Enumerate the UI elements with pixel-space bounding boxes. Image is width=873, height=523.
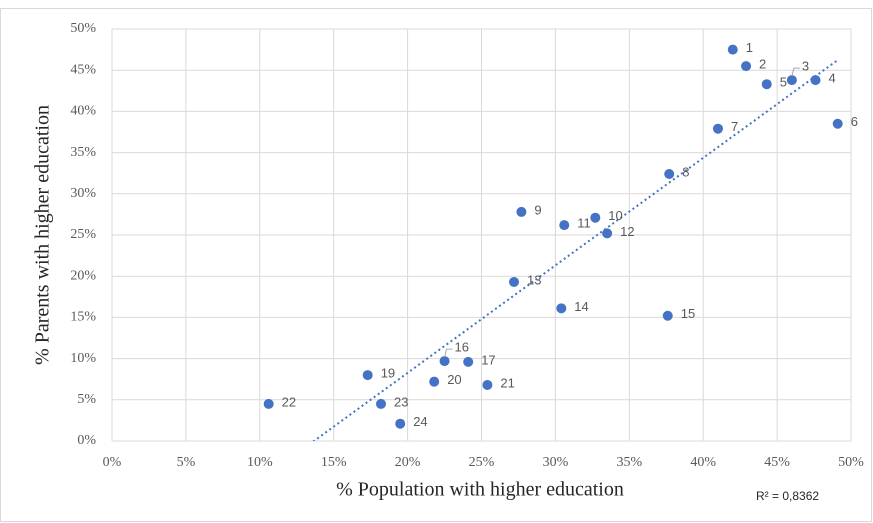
point: [375, 398, 386, 409]
y-tick-label: 40%: [70, 104, 96, 119]
x-tick-label: 50%: [838, 455, 864, 470]
x-tick-label: 0%: [103, 455, 122, 470]
point-label: 5: [780, 75, 787, 90]
x-tick-label: 25%: [469, 455, 495, 470]
point: [712, 123, 723, 134]
point-label: 2: [759, 57, 766, 72]
chart-border: [0, 8, 872, 522]
y-tick-label: 45%: [70, 62, 96, 77]
x-tick-label: 35%: [616, 455, 642, 470]
x-tick-label: 15%: [321, 455, 347, 470]
y-tick-label: 25%: [70, 227, 96, 242]
x-tick-label: 10%: [247, 455, 273, 470]
point: [463, 356, 474, 367]
point: [662, 310, 673, 321]
point: [559, 220, 570, 231]
point: [556, 303, 567, 314]
leader-line: [791, 67, 800, 77]
point: [832, 118, 843, 129]
point-label: 9: [534, 202, 541, 217]
y-tick-label: 0%: [77, 433, 96, 448]
point: [439, 356, 450, 367]
y-tick-label: 30%: [70, 186, 96, 201]
point-label: 13: [527, 272, 541, 287]
point-label: 23: [394, 394, 408, 409]
point: [727, 44, 738, 55]
point: [395, 418, 406, 429]
point: [263, 398, 274, 409]
point: [590, 212, 601, 223]
y-tick-label: 5%: [77, 392, 96, 407]
point: [810, 75, 821, 86]
point: [602, 228, 613, 239]
point-label: 20: [447, 372, 461, 387]
r-squared: R² = 0,8362: [756, 489, 819, 503]
point-label: 22: [282, 394, 296, 409]
point: [741, 61, 752, 72]
point-label: 19: [381, 366, 395, 381]
point: [509, 276, 520, 287]
point-label: 21: [500, 375, 514, 390]
y-tick-label: 50%: [70, 21, 96, 36]
point-label: 14: [574, 299, 588, 314]
point: [482, 379, 493, 390]
point-label: 7: [731, 119, 738, 134]
x-tick-label: 40%: [690, 455, 716, 470]
point: [362, 370, 373, 381]
y-tick-label: 15%: [70, 310, 96, 325]
x-tick-label: 30%: [543, 455, 569, 470]
point-label: 8: [682, 164, 689, 179]
point-label: 1: [746, 40, 753, 55]
point-label: 12: [620, 224, 634, 239]
trendline: [312, 59, 839, 441]
x-tick-label: 5%: [177, 455, 196, 470]
point: [516, 206, 527, 217]
point: [664, 169, 675, 180]
point-label: 11: [577, 216, 591, 231]
point: [761, 79, 772, 90]
point-label: 24: [413, 414, 427, 429]
point-label: 3: [802, 59, 809, 74]
x-axis-title: % Population with higher education: [336, 479, 624, 501]
y-tick-label: 10%: [70, 351, 96, 366]
y-tick-label: 35%: [70, 145, 96, 160]
y-tick-label: 20%: [70, 268, 96, 283]
x-tick-label: 20%: [395, 455, 421, 470]
x-tick-label: 45%: [764, 455, 790, 470]
point-label: 15: [681, 306, 695, 321]
point-label: 16: [455, 340, 469, 355]
point: [786, 75, 797, 86]
leader-line: [444, 348, 453, 358]
point-label: 4: [829, 71, 836, 86]
point-label: 10: [608, 208, 622, 223]
point-label: 6: [851, 114, 858, 129]
y-axis-title: % Parents with higher education: [32, 105, 54, 365]
point-label: 17: [481, 352, 495, 367]
point: [429, 376, 440, 387]
